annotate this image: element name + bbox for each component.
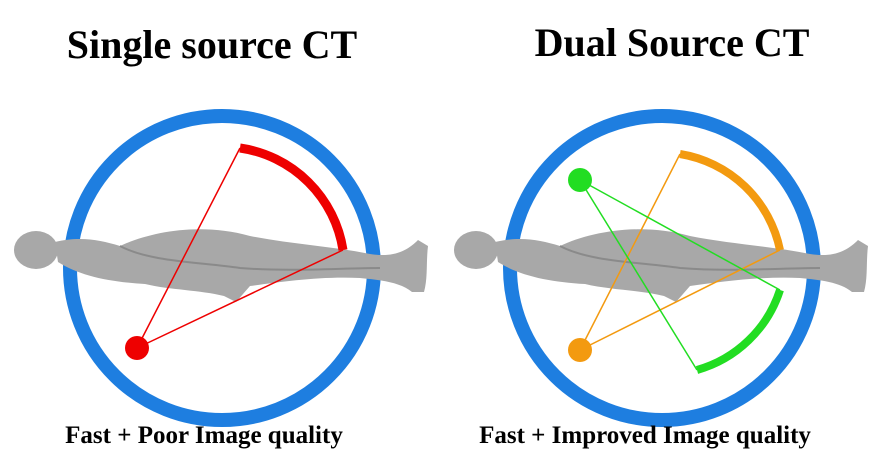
dual-source-panel: Dual Source CT Fast + Improved Image qua… [453, 20, 869, 449]
panel-caption: Fast + Improved Image quality [479, 422, 811, 449]
beam-line [579, 179, 781, 291]
x-ray-source [568, 168, 592, 192]
panel-caption: Fast + Poor Image quality [65, 422, 343, 449]
detector-arc [239, 143, 348, 251]
panel-title: Dual Source CT [535, 20, 810, 65]
detector-arc [695, 288, 784, 374]
beam-line [579, 249, 781, 351]
x-ray-source [568, 338, 592, 362]
beam-line [579, 153, 681, 351]
beam-line [136, 147, 241, 349]
single-source-panel: Single source CT Fast + Poor Image quali… [13, 22, 429, 449]
beam-line [136, 249, 344, 349]
x-ray-source [125, 336, 149, 360]
beam-line [579, 179, 698, 371]
detector-arc [679, 150, 784, 251]
panel-title: Single source CT [67, 22, 358, 67]
